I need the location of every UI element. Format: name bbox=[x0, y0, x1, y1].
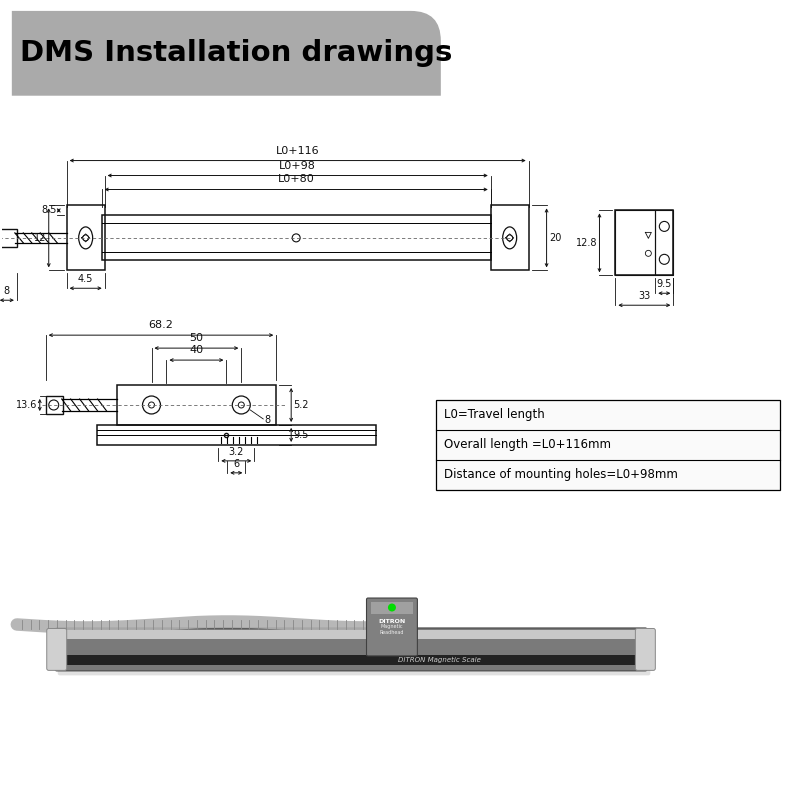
Bar bbox=[46, 396, 62, 414]
Text: L0=Travel length: L0=Travel length bbox=[444, 409, 545, 422]
FancyBboxPatch shape bbox=[46, 629, 66, 670]
FancyBboxPatch shape bbox=[58, 631, 650, 675]
Text: 9.5: 9.5 bbox=[293, 430, 309, 440]
Bar bbox=[615, 210, 655, 275]
FancyBboxPatch shape bbox=[635, 629, 655, 670]
Text: 3.2: 3.2 bbox=[229, 447, 244, 457]
Text: 50: 50 bbox=[190, 333, 203, 343]
Text: 12.8: 12.8 bbox=[576, 238, 598, 248]
FancyBboxPatch shape bbox=[55, 628, 647, 671]
Bar bbox=[436, 400, 780, 490]
Bar bbox=[62, 630, 640, 639]
Text: 6: 6 bbox=[234, 459, 239, 469]
Text: L0+98: L0+98 bbox=[279, 161, 316, 170]
Bar bbox=[117, 385, 276, 425]
Circle shape bbox=[388, 603, 396, 611]
Bar bbox=[102, 215, 490, 260]
Text: Overall length =L0+116mm: Overall length =L0+116mm bbox=[444, 438, 611, 451]
Text: 8: 8 bbox=[4, 286, 10, 296]
Text: Magnetic
Readhead: Magnetic Readhead bbox=[380, 624, 404, 635]
Text: DITRON Magnetic Scale: DITRON Magnetic Scale bbox=[398, 658, 481, 663]
Text: 40: 40 bbox=[190, 345, 203, 355]
Bar bbox=[62, 655, 640, 666]
Text: 9.5: 9.5 bbox=[657, 279, 672, 290]
Text: L0+116: L0+116 bbox=[276, 146, 319, 155]
FancyBboxPatch shape bbox=[366, 598, 418, 656]
Bar bbox=[66, 206, 105, 270]
Text: 5.2: 5.2 bbox=[293, 400, 309, 410]
Text: 33: 33 bbox=[638, 291, 650, 302]
PathPatch shape bbox=[12, 11, 441, 96]
Text: L0+80: L0+80 bbox=[278, 174, 314, 185]
Text: 8: 8 bbox=[264, 415, 270, 425]
Bar bbox=[97, 425, 376, 445]
Bar bbox=[0, 229, 17, 247]
Text: DITRON: DITRON bbox=[378, 619, 406, 624]
Bar bbox=[615, 210, 674, 275]
Text: 12: 12 bbox=[34, 233, 46, 243]
Text: 8.5: 8.5 bbox=[42, 206, 57, 215]
Text: 4.5: 4.5 bbox=[78, 274, 94, 284]
Text: 68.2: 68.2 bbox=[149, 320, 174, 330]
Text: 13.6: 13.6 bbox=[16, 400, 38, 410]
Bar bbox=[490, 206, 529, 270]
Text: 20: 20 bbox=[550, 233, 562, 243]
Text: Distance of mounting holes=L0+98mm: Distance of mounting holes=L0+98mm bbox=[444, 468, 678, 482]
Bar bbox=[371, 602, 413, 614]
Bar bbox=[655, 210, 674, 275]
Text: DMS Installation drawings: DMS Installation drawings bbox=[20, 39, 452, 67]
